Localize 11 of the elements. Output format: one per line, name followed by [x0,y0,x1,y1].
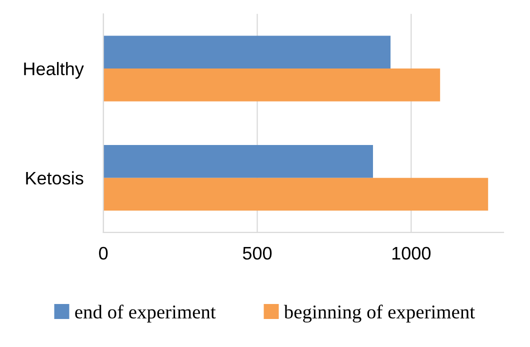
legend-label: beginning of experiment [284,304,475,323]
y-tick-label: Ketosis [26,171,84,185]
x-tick-label: 1000 [392,246,431,260]
bar [103,178,488,211]
bar [103,145,373,178]
x-tick-label: 0 [99,246,108,260]
x-tick-label: 500 [242,246,272,260]
legend-label: end of experiment [75,304,216,323]
y-tick-label: Healthy [24,62,84,79]
bar [103,36,391,69]
bar [103,68,440,102]
